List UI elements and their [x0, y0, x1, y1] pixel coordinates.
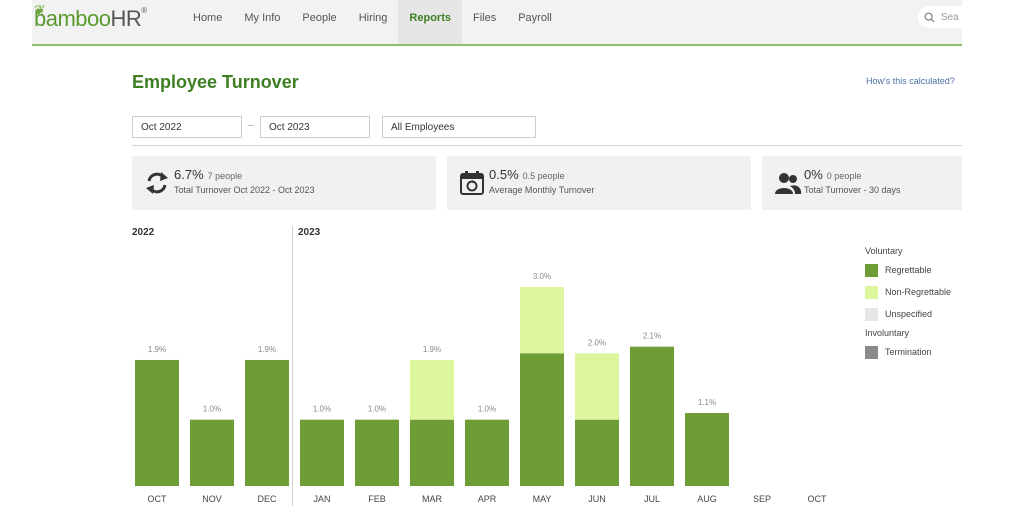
- bar-non-regrettable-jun[interactable]: [575, 353, 619, 420]
- page-title: Employee Turnover: [132, 72, 299, 92]
- year-label-2023: 2023: [298, 227, 321, 238]
- bar-total-label: 1.1%: [698, 398, 716, 407]
- x-axis-label: FEB: [368, 494, 386, 504]
- main-nav: Home My Info People Hiring Reports Files…: [182, 0, 563, 44]
- legend-swatch: [865, 263, 878, 277]
- search-input[interactable]: Sea: [918, 6, 970, 28]
- x-axis-label: DEC: [257, 494, 277, 504]
- bar-non-regrettable-mar[interactable]: [410, 359, 454, 420]
- bar-regrettable-jul[interactable]: [630, 346, 674, 486]
- bar-total-label: 1.0%: [313, 405, 331, 414]
- bar-regrettable-nov[interactable]: [190, 419, 234, 486]
- bar-total-label: 1.0%: [368, 405, 386, 414]
- legend-label: Unspecified: [885, 309, 933, 319]
- year-divider: [292, 226, 293, 506]
- nav-files[interactable]: Files: [472, 12, 497, 24]
- bamboohr-logo[interactable]: ❦ bambooHR®: [34, 2, 147, 32]
- logo-reg: ®: [141, 6, 147, 15]
- x-axis-label: NOV: [202, 494, 222, 504]
- date-range-separator: –: [248, 120, 254, 131]
- summary-label: Total Turnover - 30 days: [804, 185, 901, 195]
- bar-total-label: 1.0%: [478, 405, 496, 414]
- refresh-arrows-icon: [146, 172, 168, 194]
- legend-swatch: [865, 285, 878, 299]
- summary-count: 0.5 people: [522, 171, 565, 181]
- divider: [132, 145, 962, 146]
- top-nav-bar: ❦ bambooHR® Home My Info People Hiring R…: [32, 0, 970, 46]
- x-axis-label: JAN: [313, 494, 330, 504]
- people-icon: [775, 173, 802, 194]
- x-axis-label: AUG: [697, 494, 717, 504]
- bar-regrettable-dec[interactable]: [245, 359, 289, 486]
- nav-people[interactable]: People: [302, 12, 337, 24]
- x-axis-label: SEP: [753, 494, 771, 504]
- legend-item-non-regrettable[interactable]: Non-Regrettable: [865, 284, 951, 300]
- legend-item-regrettable[interactable]: Regrettable: [865, 262, 951, 278]
- bar-regrettable-mar[interactable]: [410, 419, 454, 486]
- calendar-icon: [460, 171, 484, 195]
- help-link[interactable]: How's this calculated?: [866, 76, 955, 86]
- nav-my-info[interactable]: My Info: [244, 12, 281, 24]
- summary-count: 7 people: [207, 171, 243, 181]
- end-date-field[interactable]: Oct 2023: [260, 116, 370, 138]
- summary-value: 6.7%: [174, 167, 204, 182]
- legend-heading-involuntary: Involuntary: [865, 328, 910, 338]
- x-axis-label: JUN: [588, 494, 606, 504]
- summary-card-monthly: 0.5% 0.5 people Average Monthly Turnover: [447, 156, 751, 210]
- x-axis-label: MAY: [533, 494, 552, 504]
- summary-card-30-days: 0% 0 people Total Turnover - 30 days: [762, 156, 962, 210]
- search-icon: [924, 11, 935, 23]
- bar-total-label: 1.0%: [203, 405, 221, 414]
- bar-total-label: 1.9%: [258, 345, 276, 354]
- summary-value: 0.5%: [489, 167, 519, 182]
- summary-label: Average Monthly Turnover: [489, 185, 595, 195]
- nav-hiring[interactable]: Hiring: [358, 12, 388, 24]
- bar-total-label: 2.1%: [643, 332, 661, 341]
- bar-total-label: 3.0%: [533, 272, 551, 281]
- bar-total-label: 1.9%: [423, 345, 441, 354]
- x-axis-label: APR: [478, 494, 497, 504]
- start-date-field[interactable]: Oct 2022: [132, 116, 242, 138]
- legend-item-termination[interactable]: Termination: [865, 344, 951, 360]
- bar-regrettable-feb[interactable]: [355, 419, 399, 486]
- turnover-bar-chart: 1.9% OCT 1.0% NOV 1.9% DEC 1.0% JAN 1.0% FEB 1.9% M…: [135, 272, 828, 504]
- legend-label: Regrettable: [885, 265, 932, 275]
- summary-label: Total Turnover Oct 2022 - Oct 2023: [174, 185, 315, 195]
- summary-value: 0%: [804, 167, 823, 182]
- bar-regrettable-may[interactable]: [520, 353, 564, 486]
- legend-swatch: [865, 345, 878, 359]
- bar-total-label: 1.9%: [148, 345, 166, 354]
- x-axis-label: MAR: [422, 494, 443, 504]
- bar-regrettable-jan[interactable]: [300, 419, 344, 486]
- nav-reports[interactable]: Reports: [398, 0, 462, 44]
- bar-regrettable-apr[interactable]: [465, 419, 509, 486]
- legend-swatch: [865, 307, 878, 321]
- leaf-icon: ❦: [34, 2, 46, 18]
- logo-text: bamboo: [34, 6, 111, 31]
- nav-home[interactable]: Home: [193, 12, 223, 24]
- legend-heading-voluntary: Voluntary: [865, 246, 903, 256]
- logo-suffix: HR: [110, 6, 142, 31]
- bar-non-regrettable-may[interactable]: [520, 287, 564, 354]
- summary-total-value: 6.7% 7 people: [174, 167, 242, 182]
- nav-payroll[interactable]: Payroll: [518, 12, 552, 24]
- x-axis-label: OCT: [808, 494, 828, 504]
- chart-legend: Voluntary Regrettable Non-Regrettable Un…: [865, 246, 951, 366]
- summary-count: 0 people: [826, 171, 862, 181]
- legend-label: Termination: [885, 347, 932, 357]
- bar-regrettable-oct[interactable]: [135, 359, 179, 486]
- year-label-2022: 2022: [132, 227, 155, 238]
- bar-total-label: 2.0%: [588, 338, 606, 347]
- x-axis-label: OCT: [148, 494, 168, 504]
- bar-regrettable-aug[interactable]: [685, 413, 729, 486]
- employee-group-select[interactable]: All Employees: [382, 116, 536, 138]
- search-placeholder: Sea: [941, 11, 959, 23]
- summary-card-total: 6.7% 7 people Total Turnover Oct 2022 - O…: [132, 156, 436, 210]
- summary-30-days-value: 0% 0 people: [804, 167, 861, 182]
- summary-monthly-value: 0.5% 0.5 people: [489, 167, 565, 182]
- legend-label: Non-Regrettable: [885, 287, 952, 297]
- legend-item-unspecified[interactable]: Unspecified: [865, 306, 951, 322]
- bar-regrettable-jun[interactable]: [575, 419, 619, 486]
- x-axis-label: JUL: [644, 494, 660, 504]
